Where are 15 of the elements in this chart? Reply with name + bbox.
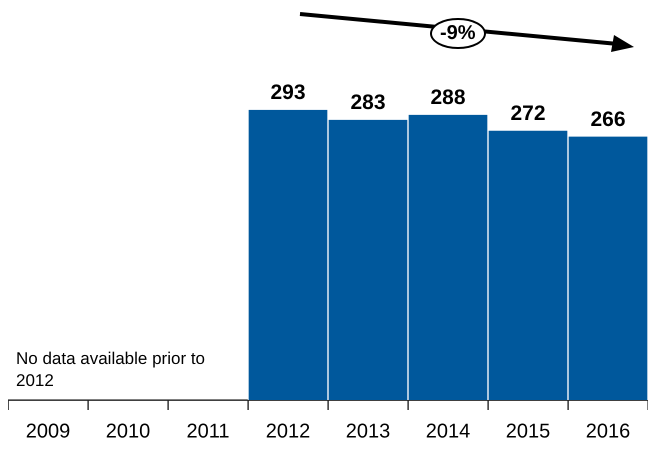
x-tick-label: 2012 (266, 420, 310, 443)
x-tick-label: 2016 (586, 420, 630, 443)
text: -9% (430, 18, 486, 49)
x-tick-label: 2011 (186, 420, 230, 443)
data-label: 272 (510, 102, 546, 126)
x-tick-label: 2015 (506, 420, 550, 443)
annotation: No data available prior to 2012 (16, 348, 206, 392)
data-label: 288 (430, 86, 466, 110)
x-tick-label: 2009 (26, 420, 70, 443)
data-label: 283 (350, 91, 386, 114)
x-tick-label: 2010 (106, 420, 150, 443)
data-label: 293 (270, 81, 306, 104)
x-tick-label: 2013 (346, 420, 390, 443)
data-label: 266 (590, 108, 626, 131)
x-tick-label: 2014 (426, 420, 470, 443)
